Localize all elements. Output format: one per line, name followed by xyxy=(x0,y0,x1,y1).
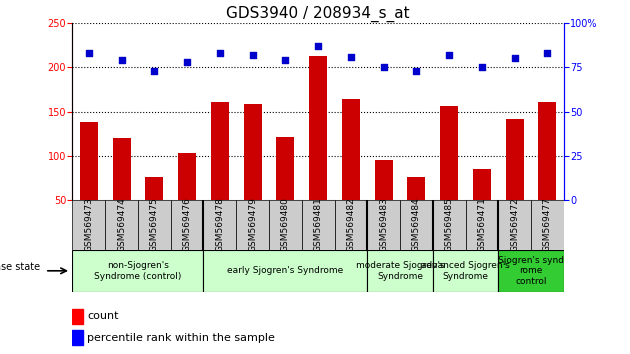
Point xyxy=(313,43,323,49)
Bar xyxy=(367,200,400,250)
Text: GSM569474: GSM569474 xyxy=(117,198,126,252)
Bar xyxy=(375,160,392,244)
Point xyxy=(444,52,454,58)
Bar xyxy=(269,200,302,250)
Text: count: count xyxy=(87,311,118,321)
Text: GSM569473: GSM569473 xyxy=(84,197,93,252)
Bar xyxy=(236,200,269,250)
Bar xyxy=(178,153,196,244)
Bar xyxy=(466,200,498,250)
Bar xyxy=(105,200,138,250)
Bar xyxy=(171,200,203,250)
Bar xyxy=(539,102,556,244)
Text: GSM569477: GSM569477 xyxy=(543,197,552,252)
Point xyxy=(346,54,356,59)
Point xyxy=(182,59,192,65)
Bar xyxy=(146,177,163,244)
Bar xyxy=(80,122,98,244)
Text: GSM569481: GSM569481 xyxy=(314,197,323,252)
Bar xyxy=(72,330,83,345)
Bar xyxy=(211,102,229,244)
Point xyxy=(542,50,553,56)
Text: GSM569476: GSM569476 xyxy=(183,197,192,252)
Bar xyxy=(244,104,261,244)
Bar xyxy=(342,99,360,244)
Title: GDS3940 / 208934_s_at: GDS3940 / 208934_s_at xyxy=(226,5,410,22)
Bar xyxy=(498,200,531,250)
Bar xyxy=(113,138,130,244)
Bar xyxy=(72,200,105,250)
Bar xyxy=(203,200,236,250)
Bar xyxy=(302,200,335,250)
Text: GSM569480: GSM569480 xyxy=(281,197,290,252)
Text: GSM569479: GSM569479 xyxy=(248,197,257,252)
Bar xyxy=(277,137,294,244)
Bar xyxy=(138,200,171,250)
Text: GSM569478: GSM569478 xyxy=(215,197,224,252)
Text: percentile rank within the sample: percentile rank within the sample xyxy=(87,332,275,343)
Bar xyxy=(309,56,327,244)
Text: GSM569484: GSM569484 xyxy=(412,198,421,252)
Point xyxy=(117,57,127,63)
Bar xyxy=(72,250,203,292)
Bar xyxy=(400,200,433,250)
Point xyxy=(477,64,487,70)
Text: non-Sjogren's
Syndrome (control): non-Sjogren's Syndrome (control) xyxy=(94,261,181,280)
Text: Sjogren's synd
rome
control: Sjogren's synd rome control xyxy=(498,256,564,286)
Text: GSM569472: GSM569472 xyxy=(510,198,519,252)
Bar xyxy=(433,200,466,250)
Bar xyxy=(531,200,564,250)
Text: advanced Sjogren's
Syndrome: advanced Sjogren's Syndrome xyxy=(421,261,510,280)
Bar xyxy=(203,250,367,292)
Bar xyxy=(498,250,564,292)
Point xyxy=(215,50,225,56)
Text: GSM569485: GSM569485 xyxy=(445,197,454,252)
Point xyxy=(248,52,258,58)
Bar xyxy=(72,309,83,324)
Bar xyxy=(473,169,491,244)
Bar xyxy=(506,120,524,244)
Text: disease state: disease state xyxy=(0,262,40,272)
Point xyxy=(510,56,520,61)
Point xyxy=(84,50,94,56)
Text: GSM569475: GSM569475 xyxy=(150,197,159,252)
Point xyxy=(411,68,421,74)
Text: moderate Sjogren's
Syndrome: moderate Sjogren's Syndrome xyxy=(356,261,444,280)
Bar xyxy=(335,200,367,250)
Bar xyxy=(433,250,498,292)
Text: GSM569482: GSM569482 xyxy=(346,198,355,252)
Point xyxy=(379,64,389,70)
Text: GSM569483: GSM569483 xyxy=(379,197,388,252)
Point xyxy=(280,57,290,63)
Text: early Sjogren's Syndrome: early Sjogren's Syndrome xyxy=(227,266,343,275)
Bar xyxy=(367,250,433,292)
Point xyxy=(149,68,159,74)
Bar xyxy=(408,177,425,244)
Text: GSM569471: GSM569471 xyxy=(478,197,486,252)
Bar xyxy=(440,106,458,244)
